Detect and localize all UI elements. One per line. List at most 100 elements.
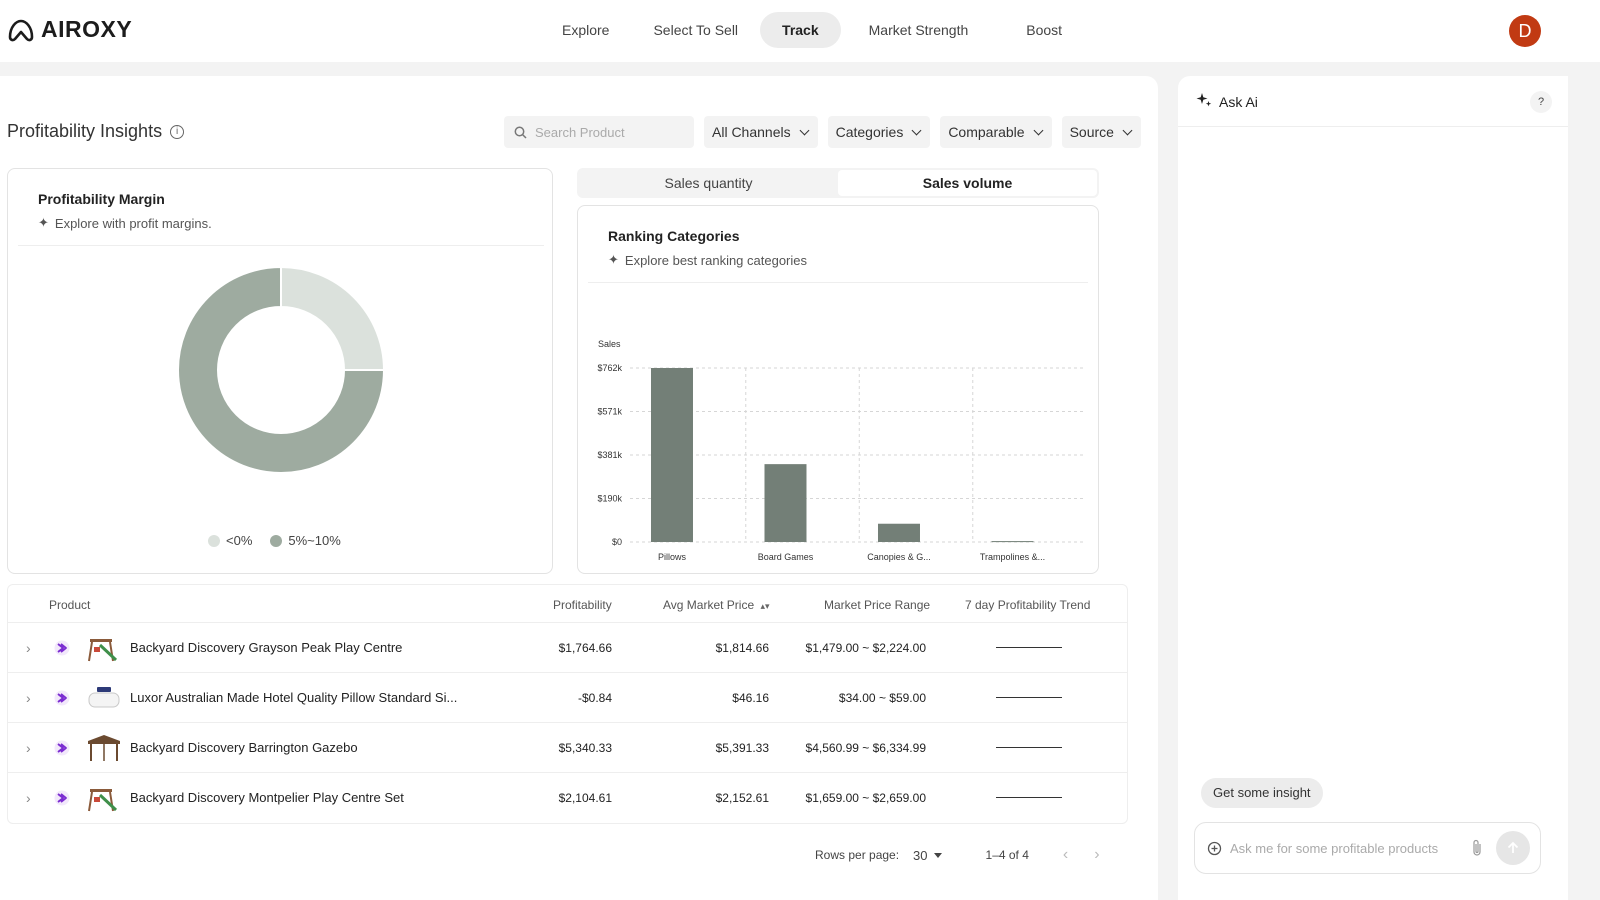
nav-select-to-sell[interactable]: Select To Sell — [653, 22, 739, 38]
comparable-dropdown[interactable]: Comparable — [940, 116, 1052, 148]
product-name[interactable]: Luxor Australian Made Hotel Quality Pill… — [130, 690, 458, 705]
send-button[interactable] — [1496, 831, 1530, 865]
ranking-categories-card: Ranking Categories ✦ Explore best rankin… — [577, 205, 1099, 574]
prev-page-icon[interactable]: ‹ — [1062, 846, 1069, 863]
pagination: Rows per page: 30 1–4 of 4 ‹ › — [815, 846, 1100, 864]
product-name[interactable]: Backyard Discovery Barrington Gazebo — [130, 740, 358, 755]
filter-bar: All Channels Categories Comparable Sourc… — [504, 116, 1141, 148]
expand-row-icon[interactable]: › — [26, 790, 31, 806]
ask-ai-input[interactable] — [1230, 840, 1470, 856]
categories-dropdown[interactable]: Categories — [827, 116, 931, 148]
logo[interactable]: AIROXY — [7, 16, 132, 43]
sort-icon[interactable]: ▴▾ — [760, 601, 770, 611]
product-name[interactable]: Backyard Discovery Grayson Peak Play Cen… — [130, 640, 403, 655]
toggle-sales-quantity[interactable]: Sales quantity — [664, 175, 753, 191]
help-button[interactable]: ? — [1530, 91, 1552, 113]
card-subtitle-text: Explore best ranking categories — [624, 252, 808, 268]
price-range-value: $1,479.00 ~ $2,224.00 — [805, 641, 926, 655]
expand-row-icon[interactable]: › — [26, 690, 31, 706]
user-avatar[interactable]: D — [1509, 15, 1541, 47]
profitability-margin-card: Profitability Margin ✦ Explore with prof… — [7, 168, 553, 574]
nav-market-strength[interactable]: Market Strength — [868, 22, 969, 38]
source-dropdown[interactable]: Source — [1061, 116, 1141, 148]
table-header: Product Profitability Avg Market Price ▴… — [8, 585, 1127, 623]
donut-slice[interactable] — [280, 265, 386, 371]
header-product[interactable]: Product — [49, 598, 91, 612]
table-row[interactable]: › Backyard Discovery Grayson Peak Play C… — [8, 623, 1127, 673]
info-icon[interactable]: i — [170, 124, 185, 139]
logo-text: AIROXY — [41, 16, 133, 42]
header-price-range[interactable]: Market Price Range — [824, 598, 931, 612]
product-name[interactable]: Backyard Discovery Montpelier Play Centr… — [130, 790, 404, 805]
donut-slice[interactable] — [177, 265, 386, 474]
bar-chart: Sales $0 $190k $381k $571k $762k Pillows Board … — [597, 339, 1084, 562]
expand-row-icon[interactable]: › — [26, 640, 31, 656]
sparkle-icon: ✦ — [608, 252, 619, 267]
price-range-value: $1,659.00 ~ $2,659.00 — [805, 791, 926, 805]
bar[interactable] — [650, 368, 693, 542]
table-row[interactable]: › Backyard Discovery Montpelier Play Cen… — [8, 773, 1127, 823]
source-label: Source — [1069, 124, 1114, 140]
x-tick-label: Trampolines &... — [980, 552, 1045, 562]
attach-icon[interactable] — [1470, 838, 1484, 858]
legend-label: <0% — [226, 533, 253, 548]
toggle-sales-volume[interactable]: Sales volume — [838, 170, 1097, 196]
bar[interactable] — [764, 464, 807, 542]
search-box — [504, 116, 694, 148]
next-page-icon[interactable]: › — [1094, 846, 1100, 863]
avg-price-value: $2,152.61 — [715, 791, 769, 805]
card-subtitle: ✦ Explore best ranking categories — [608, 252, 807, 268]
trend-sparkline — [996, 697, 1062, 698]
table-row[interactable]: › Luxor Australian Made Hotel Quality Pi… — [8, 673, 1127, 723]
legend-dot — [270, 534, 283, 547]
ask-ai-title: Ask Ai — [1219, 94, 1258, 110]
product-thumbnail — [88, 639, 118, 662]
nav-boost[interactable]: Boost — [1026, 22, 1063, 38]
nav-explore[interactable]: Explore — [562, 22, 610, 38]
search-icon — [514, 126, 527, 139]
search-input[interactable] — [535, 124, 685, 140]
channels-dropdown[interactable]: All Channels — [704, 116, 818, 148]
product-thumbnail — [88, 687, 120, 708]
x-tick-label: Board Games — [758, 552, 814, 562]
expand-row-icon[interactable]: › — [26, 740, 31, 756]
legend-label: 5%~10% — [288, 533, 341, 548]
page-title: Profitability Insights i — [7, 121, 185, 142]
legend-dot — [208, 534, 220, 547]
source-brand-icon — [54, 740, 70, 756]
divider — [18, 245, 544, 246]
chevron-down-icon — [1033, 125, 1044, 135]
table-row[interactable]: › Backyard Discovery Barrington Gazebo $… — [8, 723, 1127, 773]
x-tick-label: Pillows — [658, 552, 687, 562]
legend-item[interactable]: 5%~10% — [270, 533, 341, 548]
card-title: Profitability Margin — [38, 191, 165, 207]
header-avg-price[interactable]: Avg Market Price ▴▾ — [663, 598, 770, 612]
header-trend[interactable]: 7 day Profitability Trend — [965, 598, 1091, 612]
main-nav: Explore Select To Sell Track Market Stre… — [540, 12, 1084, 48]
add-circle-icon[interactable] — [1207, 841, 1222, 856]
source-brand-icon — [54, 640, 70, 656]
bar[interactable] — [877, 523, 920, 542]
x-tick-label: Canopies & G... — [867, 552, 931, 562]
legend-item[interactable]: <0% — [208, 533, 252, 548]
card-subtitle-text: Explore with profit margins. — [54, 215, 212, 231]
arrow-up-icon — [1507, 841, 1519, 853]
rows-per-page-value: 30 — [913, 847, 928, 863]
table-body: › Backyard Discovery Grayson Peak Play C… — [8, 623, 1127, 823]
product-thumbnail — [88, 789, 118, 812]
y-tick-label: $381k — [597, 450, 622, 460]
nav-track[interactable]: Track — [760, 12, 841, 48]
y-tick-label: $762k — [597, 363, 622, 373]
source-brand-icon — [54, 790, 70, 806]
price-range-value: $4,560.99 ~ $6,334.99 — [805, 741, 926, 755]
rows-per-page-select[interactable]: 30 — [913, 847, 942, 863]
bar[interactable] — [991, 541, 1034, 543]
page-range: 1–4 of 4 — [985, 848, 1029, 862]
y-tick-label: $190k — [597, 494, 622, 504]
chevron-down-icon — [1122, 125, 1133, 135]
channels-label: All Channels — [712, 124, 791, 140]
get-insight-chip[interactable]: Get some insight — [1201, 778, 1323, 808]
caret-down-icon — [933, 852, 942, 858]
profitability-value: -$0.84 — [577, 691, 612, 705]
header-profitability[interactable]: Profitability — [553, 598, 612, 612]
